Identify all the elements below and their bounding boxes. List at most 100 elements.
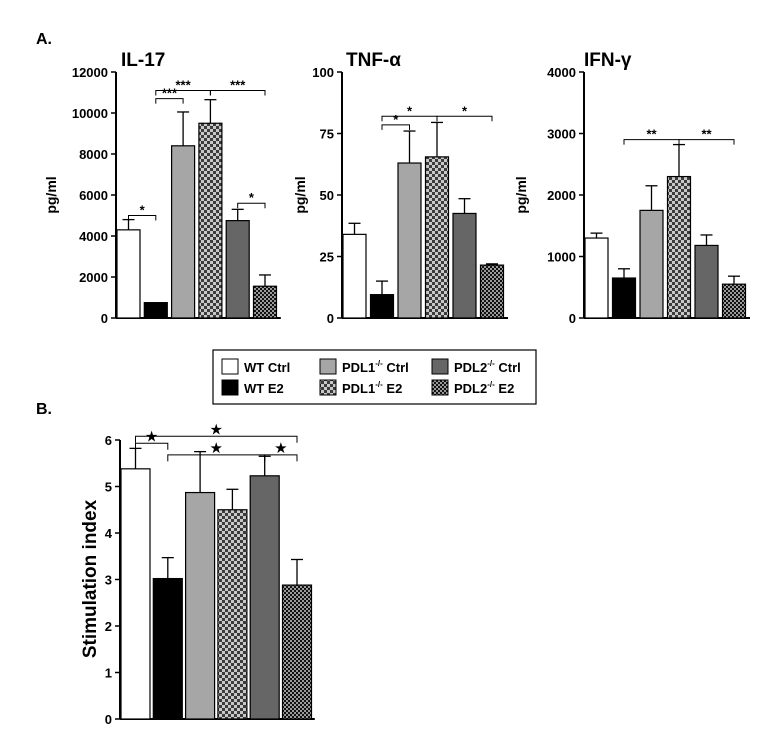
legend-swatch	[319, 379, 337, 396]
legend-label-sup: -/-	[375, 359, 383, 368]
significance-marker: ★	[274, 440, 287, 457]
significance-bracket	[135, 442, 169, 450]
bar-pdl2-ctrl	[249, 475, 280, 720]
bar-pdl2-e2	[252, 285, 278, 319]
y-tick-label: 100	[312, 65, 334, 80]
bar-pdl1-ctrl	[171, 145, 196, 319]
y-tick-label: 10000	[72, 106, 108, 121]
bar-pdl2-ctrl	[452, 212, 477, 319]
y-tick-label: 1	[105, 666, 112, 681]
legend-swatch	[431, 379, 449, 396]
legend-item-pdl2-e2: PDL2-/- E2	[431, 379, 514, 396]
legend-label-tail: E2	[383, 381, 403, 396]
bar-pdl2-e2	[281, 584, 313, 720]
bar-wt-e2	[152, 577, 183, 720]
significance-marker: ★	[210, 421, 223, 438]
y-tick-label: 50	[320, 188, 334, 203]
bar-wt-ctrl	[584, 237, 609, 319]
legend-box	[212, 349, 537, 405]
legend-label-sup: -/-	[375, 380, 383, 389]
y-tick-label: 75	[320, 127, 334, 142]
significance-marker: *	[393, 112, 399, 127]
legend-label: WT E2	[244, 381, 284, 396]
chart-3: IFN-γ pg/ml 0 1000 2000 3000 4000 ** **	[513, 50, 750, 326]
bar-pdl1-ctrl	[639, 209, 664, 319]
y-tick-label: 3000	[547, 127, 576, 142]
y-axis-label: pg/ml	[513, 176, 529, 213]
y-tick-label: 4000	[547, 65, 576, 80]
legend-label-main: WT E2	[244, 381, 284, 396]
y-tick-label: 4	[105, 526, 113, 541]
legend-item-pdl1-e2: PDL1-/- E2	[319, 379, 402, 396]
chart-title: IFN-γ	[584, 50, 632, 71]
chart-1: IL-17pg/ml020004000600080001000012000***…	[43, 50, 281, 326]
y-tick-label: 0	[101, 311, 108, 326]
bar-wt-e2	[143, 302, 168, 319]
y-axis-label: pg/ml	[292, 176, 308, 213]
significance-marker: ★	[210, 440, 223, 457]
significance-bracket	[237, 202, 266, 209]
panel-a-label: A.	[36, 31, 52, 48]
legend-label-main: PDL2	[454, 360, 487, 375]
panel-b-label: B.	[36, 401, 52, 418]
charts: IL-17pg/ml020004000600080001000012000***…	[43, 50, 750, 727]
significance-marker: ***	[176, 77, 192, 92]
chart-title: IL-17	[121, 50, 165, 71]
legend-label: WT Ctrl	[244, 360, 290, 375]
significance-marker: *	[140, 203, 146, 218]
legend-label-main: PDL1	[342, 360, 375, 375]
y-tick-label: 3	[105, 573, 112, 588]
legend-label-main: PDL1	[342, 381, 375, 396]
y-tick-label: 2000	[79, 270, 108, 285]
significance-marker: *	[462, 103, 468, 118]
legend-swatch	[221, 379, 239, 396]
bar-pdl2-e2	[721, 283, 747, 319]
y-tick-label: 25	[320, 250, 334, 265]
legend-label: PDL1-/- E2	[342, 380, 402, 396]
significance-marker: **	[701, 127, 712, 142]
significance-marker: **	[646, 127, 657, 142]
bar-wt-ctrl	[120, 468, 151, 720]
y-tick-label: 5	[105, 480, 112, 495]
bar-wt-e2	[369, 294, 395, 319]
significance-marker: *	[407, 103, 413, 118]
legend-label-main: WT Ctrl	[244, 360, 290, 375]
bar-pdl1-ctrl	[397, 162, 422, 319]
legend-label-sup: -/-	[487, 359, 495, 368]
y-tick-label: 0	[105, 712, 112, 727]
legend-label-tail: Ctrl	[383, 360, 409, 375]
legend-label-tail: E2	[495, 381, 515, 396]
bar-pdl1-e2	[424, 156, 450, 319]
significance-marker: ***	[162, 86, 178, 101]
legend-label: PDL1-/- Ctrl	[342, 359, 409, 375]
bar-pdl2-ctrl	[225, 220, 250, 319]
legend-label-tail: Ctrl	[495, 360, 521, 375]
y-axis-label: pg/ml	[43, 176, 59, 213]
legend-label: PDL2-/- Ctrl	[454, 359, 521, 375]
legend-item-pdl1-ctrl: PDL1-/- Ctrl	[319, 358, 409, 375]
y-tick-label: 6000	[79, 188, 108, 203]
y-tick-label: 8000	[79, 147, 108, 162]
significance-bracket	[264, 454, 298, 462]
legend-label-sup: -/-	[487, 380, 495, 389]
bar-pdl1-e2	[198, 122, 223, 319]
significance-bracket	[381, 124, 410, 130]
legend-swatch	[319, 358, 337, 375]
legend-label: PDL2-/- E2	[454, 380, 514, 396]
bar-wt-ctrl	[342, 233, 367, 319]
y-tick-label: 6	[105, 433, 112, 448]
significance-bracket	[135, 435, 298, 443]
significance-bracket	[128, 215, 157, 221]
y-tick-label: 12000	[72, 65, 108, 80]
bar-pdl2-ctrl	[694, 244, 719, 319]
y-tick-label: 0	[569, 311, 576, 326]
bar-pdl1-ctrl	[185, 491, 216, 720]
y-tick-label: 0	[327, 311, 334, 326]
legend-item-wt-ctrl: WT Ctrl	[221, 358, 290, 375]
significance-bracket	[209, 89, 266, 96]
bar-pdl1-e2	[666, 175, 692, 319]
bar-wt-e2	[611, 277, 637, 319]
legend-item-wt-e2: WT E2	[221, 379, 284, 396]
